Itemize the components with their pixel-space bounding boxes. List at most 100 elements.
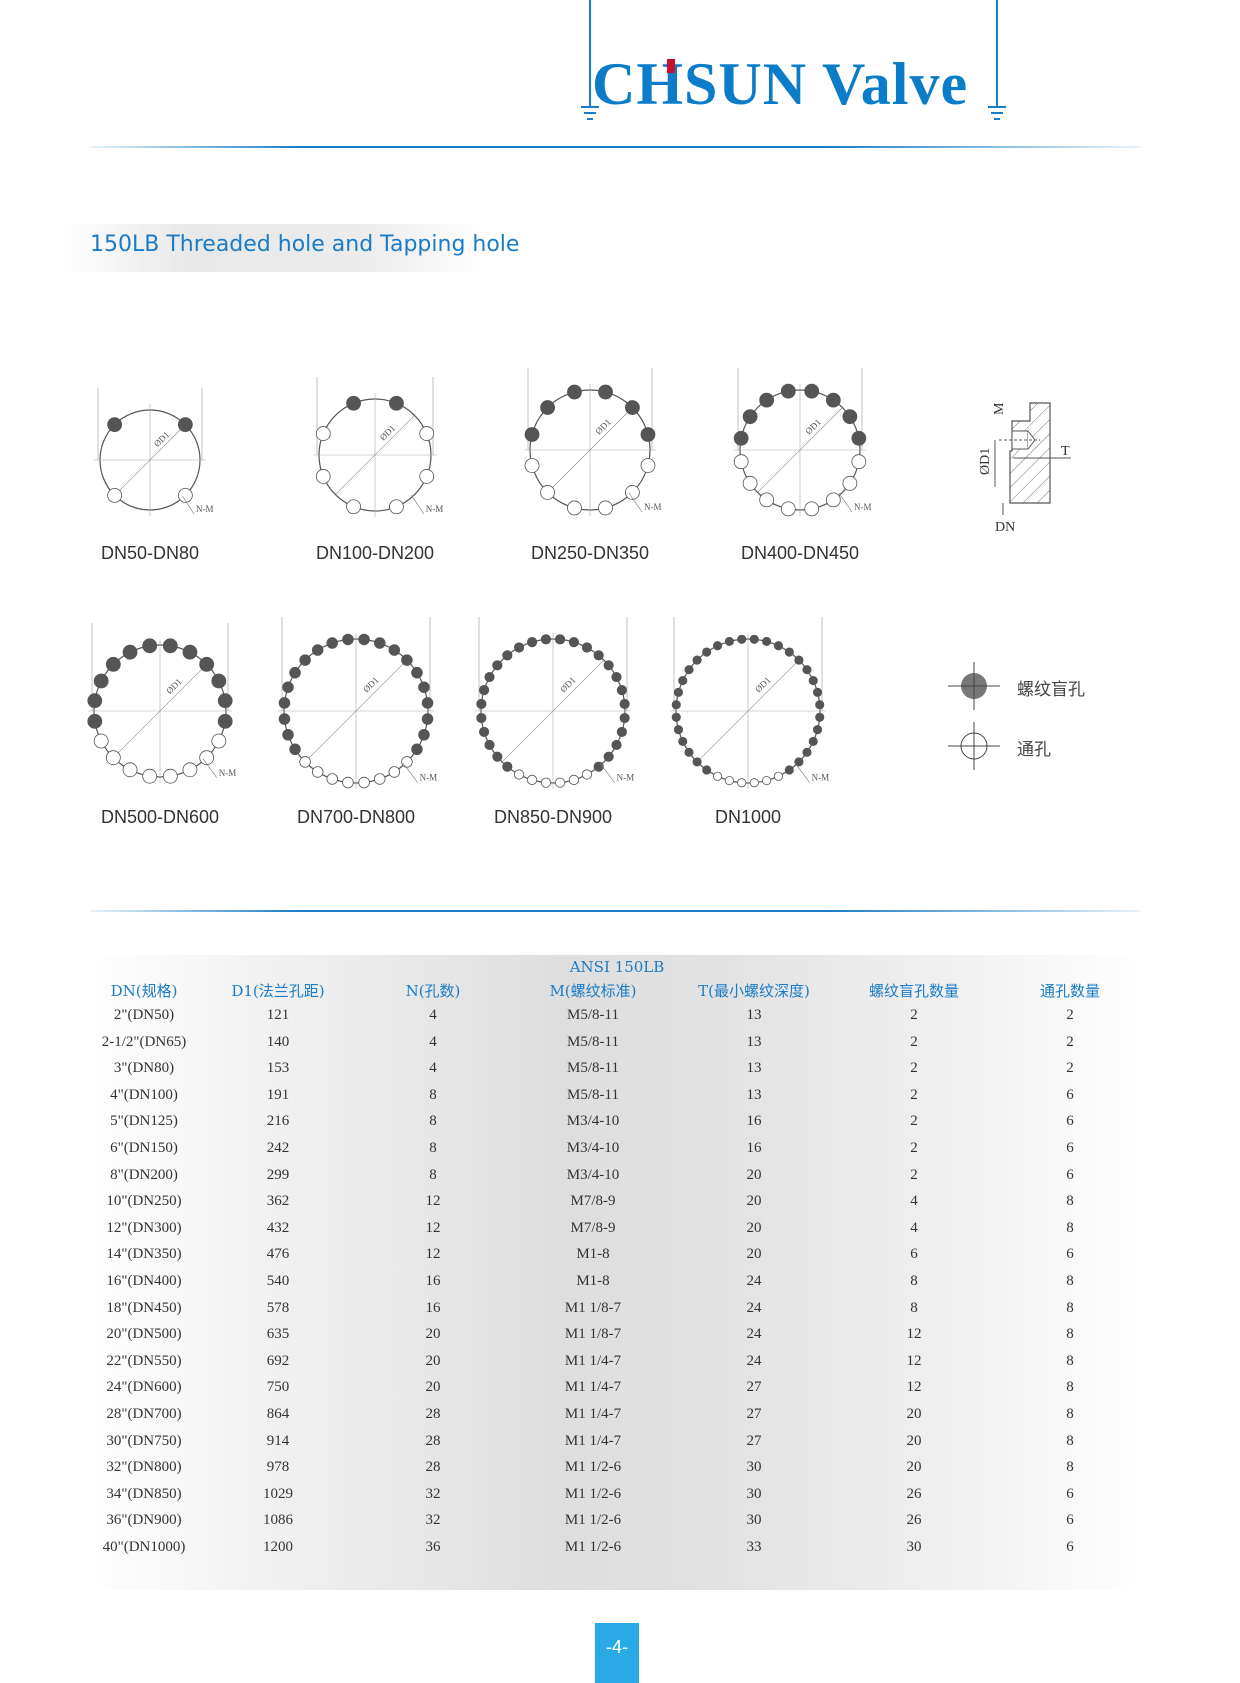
table-cell: 6	[1066, 1140, 1074, 1156]
table-cell: 864	[266, 1406, 290, 1422]
blind-hole-mark	[625, 400, 640, 415]
blind-hole-mark	[282, 729, 294, 741]
column-header: N(孔数)	[405, 982, 461, 1000]
blind-hole-mark	[616, 685, 627, 696]
table-cell: 20	[906, 1406, 922, 1422]
table-cell: 6	[1066, 1539, 1074, 1555]
table-cell: 6	[1066, 1166, 1074, 1183]
through-hole-mark	[162, 768, 178, 784]
table-cell: M1 1/4-7	[564, 1432, 622, 1449]
blind-hole-mark	[684, 665, 694, 675]
blind-hole-mark	[418, 681, 430, 693]
through-hole-mark	[625, 485, 640, 500]
table-cell: 3"(DN80)	[113, 1060, 175, 1077]
blind-hole-mark	[603, 751, 614, 762]
table-cell: 18"(DN450)	[106, 1299, 182, 1316]
table-cell: M1-8	[576, 1246, 610, 1263]
table-cell: 362	[266, 1193, 290, 1210]
table-cell: 153	[266, 1060, 290, 1077]
table-cell: 28	[425, 1432, 441, 1449]
through-hole-mark	[177, 487, 193, 503]
blind-hole-mark	[479, 726, 490, 737]
blind-hole-mark	[87, 713, 103, 729]
through-hole-mark	[311, 766, 324, 778]
table-cell: 22"(DN550)	[106, 1352, 182, 1369]
table-cell: 1029	[263, 1485, 293, 1502]
diagram-label: DN850-DN900	[493, 807, 613, 827]
table-cell: M1 1/8-7	[564, 1326, 622, 1343]
through-hole-mark	[315, 469, 331, 484]
blind-hole-mark	[678, 676, 688, 686]
through-hole-mark	[527, 774, 538, 785]
table-cell: 8	[429, 1086, 437, 1103]
table-cell: 121	[266, 1007, 290, 1023]
flange-diagram: ØD1 N-M	[87, 623, 236, 784]
blind-hole-mark	[278, 697, 291, 709]
label-dn: DN	[995, 520, 1015, 535]
d1-label: ØD1	[803, 417, 822, 436]
through-hole-mark	[713, 771, 723, 781]
table-cell: 8	[1066, 1299, 1074, 1316]
diagram-label: DN1000	[714, 807, 782, 827]
table-cell: 2	[910, 1007, 918, 1023]
blind-hole-mark	[278, 713, 291, 725]
nm-label: N-M	[644, 502, 662, 512]
blind-hole-mark	[326, 637, 338, 649]
table-cell: 2	[1066, 1060, 1074, 1077]
table-cell: 578	[266, 1299, 290, 1316]
d1-label: ØD1	[378, 423, 397, 442]
column-header: D1(法兰孔距)	[231, 982, 325, 1000]
blind-hole-mark	[815, 712, 825, 722]
table-cell: 27	[746, 1379, 762, 1396]
through-hole-mark	[326, 773, 338, 785]
table-cell: 30	[746, 1459, 762, 1476]
through-hole-mark	[581, 769, 593, 780]
blind-hole-mark	[737, 634, 747, 644]
table-cell: 8"(DN200)	[110, 1166, 178, 1183]
flange-diagram: ØD1 N-M	[475, 617, 634, 789]
table-cell: M3/4-10	[566, 1140, 620, 1156]
blind-hole-mark	[527, 637, 538, 648]
table-cell: 6	[1066, 1086, 1074, 1103]
table-cell: M1 1/4-7	[564, 1406, 622, 1422]
table-cell: 12	[906, 1352, 922, 1369]
blind-hole-mark	[342, 633, 354, 646]
blind-hole-mark	[611, 671, 622, 683]
blind-hole-mark	[733, 430, 749, 446]
table-cell: M1-8	[576, 1273, 610, 1289]
through-hole-mark	[105, 750, 121, 766]
blind-hole-mark	[640, 427, 656, 442]
blind-hole-mark	[702, 765, 712, 775]
table-cell: 2	[1066, 1033, 1074, 1050]
page-number: -4-	[595, 1623, 639, 1683]
table-cell: 24	[746, 1352, 762, 1369]
blind-hole-mark	[581, 642, 593, 653]
through-hole-mark	[513, 769, 525, 780]
blind-hole-mark	[773, 641, 783, 651]
nm-label: N-M	[854, 502, 872, 512]
table-cell: 8	[429, 1166, 437, 1183]
table-cell: M1 1/2-6	[564, 1459, 622, 1476]
blind-hole-mark	[411, 743, 423, 756]
through-hole-mark	[315, 426, 331, 441]
blind-hole-mark	[492, 751, 503, 762]
table-cell: 13	[746, 1060, 762, 1077]
through-hole-mark	[804, 501, 820, 517]
table-cell: 2	[910, 1060, 918, 1077]
table-cell: 476	[266, 1246, 290, 1263]
table-cell: 27	[746, 1406, 762, 1422]
through-hole-mark	[419, 426, 435, 441]
blind-hole-mark	[513, 642, 525, 653]
logo-text: CHSUN Valve	[592, 51, 968, 116]
label-t: T	[1061, 444, 1070, 459]
table-cell: 8	[910, 1299, 918, 1316]
through-hole-mark	[401, 756, 413, 768]
table-cell: 20"(DN500)	[106, 1326, 182, 1343]
through-hole-mark	[346, 499, 361, 515]
column-header: T(最小螺纹深度)	[698, 982, 810, 1000]
flange-diagram: ØD1 N-M	[524, 368, 662, 516]
blind-hole-mark	[388, 644, 401, 656]
table-cell: 36	[425, 1539, 441, 1555]
table-cell: 34"(DN850)	[106, 1485, 182, 1502]
table-cell: 20	[425, 1326, 441, 1343]
